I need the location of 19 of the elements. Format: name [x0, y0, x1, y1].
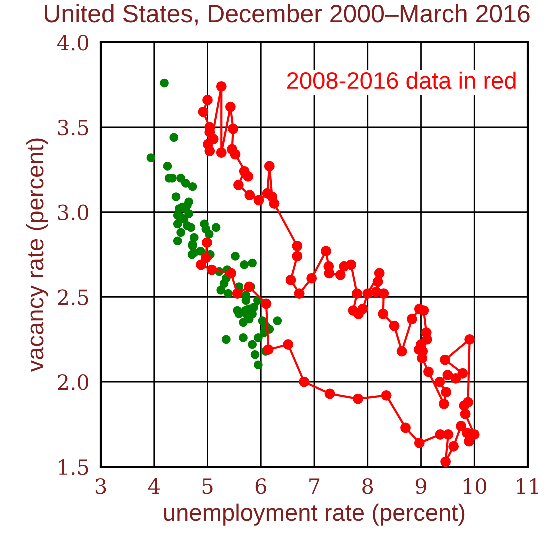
y-tick-label: 2.5 [58, 290, 88, 306]
x-tick-label: 11 [517, 478, 538, 494]
x-axis-title: unemployment rate (percent) [164, 504, 465, 526]
x-tick-label: 9 [416, 478, 426, 494]
y-tick-label: 1.5 [59, 459, 88, 476]
x-tick-label: 10 [464, 478, 486, 494]
x-tick-label: 8 [362, 478, 374, 494]
x-tick-label: 4 [148, 478, 160, 494]
y-tick-label: 3.0 [58, 204, 89, 221]
y-axis-title: vacancy rate (percent) [26, 138, 48, 372]
x-tick-label: 7 [310, 478, 320, 494]
x-tick-label: 3 [96, 478, 106, 494]
y-tick-label: 2.0 [58, 374, 89, 390]
x-tick-label: 6 [256, 478, 266, 494]
y-tick-label: 3.5 [58, 120, 88, 136]
x-tick-label: 5 [202, 478, 213, 494]
annotation: 2008-2016 data in red [287, 72, 516, 90]
y-tick-label: 4.0 [57, 34, 89, 51]
chart-title: United States, December 2000–March 2016 [45, 4, 530, 26]
